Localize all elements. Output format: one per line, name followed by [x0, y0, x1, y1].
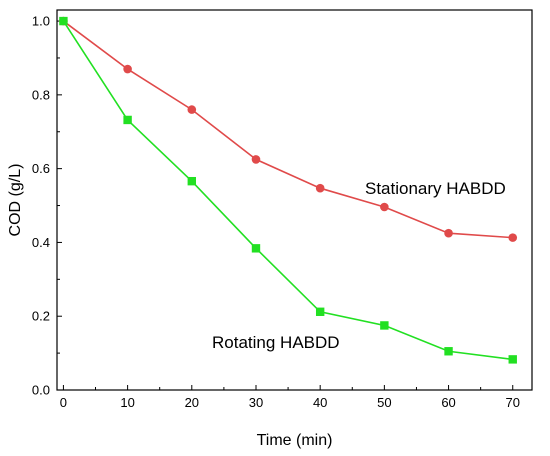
data-point [444, 347, 453, 356]
data-point [123, 64, 132, 74]
data-point [251, 155, 261, 164]
rotating-series-annotation: Rotating HABDD [212, 333, 340, 352]
x-tick-label: 30 [249, 395, 263, 410]
data-point [123, 115, 132, 125]
x-tick-label: 10 [120, 395, 134, 410]
plot-frame [56, 9, 533, 391]
y-axis-title: COD (g/L) [7, 164, 24, 237]
x-tick-label: 60 [441, 395, 455, 410]
data-point [187, 105, 197, 114]
series-layer [59, 16, 518, 364]
data-point [251, 244, 261, 253]
x-tick-label: 0 [60, 395, 67, 410]
axes-group [56, 9, 533, 391]
data-point [444, 228, 453, 238]
series-line [62, 20, 513, 361]
x-tick-label: 70 [506, 395, 520, 410]
x-axis-ticks: 0 10 20 30 40 50 60 70 [60, 385, 520, 410]
data-point [187, 176, 196, 186]
data-point [59, 16, 68, 26]
y-tick-label: 0.8 [32, 87, 50, 102]
series-line [62, 20, 513, 239]
stationary-series-annotation: Stationary HABDD [365, 179, 506, 198]
data-point [380, 202, 389, 212]
x-tick-label: 20 [185, 395, 199, 410]
x-tick-label: 50 [377, 395, 391, 410]
series-stationary [59, 16, 518, 242]
y-tick-label: 0.6 [32, 161, 50, 176]
data-point [508, 355, 517, 364]
y-axis-ticks: 0.0 0.2 0.4 0.6 0.8 1.0 [32, 14, 62, 398]
y-tick-label: 0.4 [32, 235, 50, 250]
y-tick-label: 1.0 [32, 14, 50, 29]
y-tick-label: 0.0 [32, 383, 50, 398]
series-rotating [59, 16, 517, 364]
y-tick-label: 0.2 [32, 309, 50, 324]
data-point [315, 183, 325, 193]
data-point [380, 321, 389, 330]
x-axis-title: Time (min) [257, 432, 333, 449]
x-tick-label: 40 [313, 395, 327, 410]
data-point [315, 307, 325, 316]
data-point [508, 233, 518, 242]
